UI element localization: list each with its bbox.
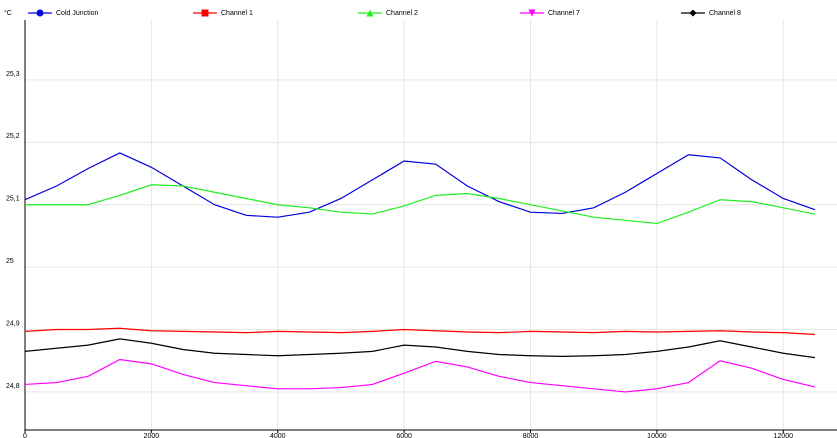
legend-marker <box>36 9 44 17</box>
series-line <box>25 184 815 225</box>
x-tick-label: 10000 <box>647 433 667 438</box>
legend-label: Channel 1 <box>221 10 253 17</box>
x-tick-label: 2000 <box>144 433 160 438</box>
x-tick-label: 6000 <box>396 433 412 438</box>
x-tick-label: 4000 <box>270 433 286 438</box>
legend-marker <box>528 9 536 17</box>
y-tick-label: 25 <box>6 258 14 265</box>
legend-marker <box>366 9 374 17</box>
legend-label: Channel 2 <box>386 10 418 17</box>
y-tick-label: 25,1 <box>6 196 20 203</box>
legend-marker <box>201 9 209 17</box>
y-tick-label: 25,2 <box>6 133 20 140</box>
x-tick-label: 0 <box>23 433 27 438</box>
x-tick-label: 12000 <box>774 433 794 438</box>
legend-label: Channel 8 <box>709 10 741 17</box>
legend-label: Cold Junction <box>56 10 99 17</box>
series-line <box>24 358 816 393</box>
y-tick-label: 24,8 <box>6 383 20 390</box>
legend-marker <box>689 9 697 17</box>
y-tick-label: 24,9 <box>6 320 20 327</box>
chart-title: °C <box>4 9 12 17</box>
series-line <box>24 152 816 218</box>
x-tick-label: 8000 <box>523 433 539 438</box>
series-line <box>24 327 815 336</box>
legend-label: Channel 7 <box>548 10 580 17</box>
series-line <box>24 338 815 359</box>
y-tick-label: 25,3 <box>6 71 20 78</box>
